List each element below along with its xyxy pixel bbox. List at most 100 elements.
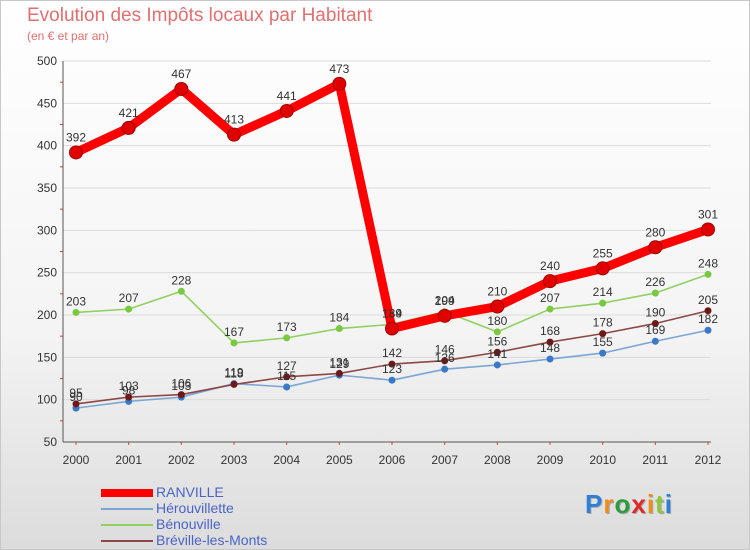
data-point [72,308,80,316]
data-point [651,337,659,345]
data-label: 95 [69,386,83,400]
data-point [177,391,185,399]
data-label: 184 [329,311,349,325]
logo-letter: o [614,489,632,519]
x-tick-label: 2001 [115,453,142,467]
data-point [72,400,80,408]
series-ranville [69,76,715,336]
y-tick-label: 50 [44,435,58,449]
data-label: 115 [277,369,296,383]
data-point [227,127,241,142]
data-label: 129 [329,357,349,371]
data-label: 214 [593,285,613,299]
x-tick-label: 2004 [273,453,300,467]
data-label: 467 [171,67,191,81]
legend-swatch [101,540,153,542]
data-point [388,360,396,368]
data-point [283,373,291,381]
data-point [121,120,136,135]
data-label: 205 [698,293,718,307]
x-tick-label: 2010 [589,453,616,467]
data-label: 136 [435,351,455,365]
logo-letter: i [646,489,656,519]
data-label: 156 [487,334,507,348]
logo-letter: r [603,489,615,519]
logo-letter: i [664,489,673,519]
y-tick-label: 450 [37,96,57,110]
data-point [493,328,501,336]
legend-swatch [101,489,153,497]
data-label: 131 [329,355,349,369]
data-point [599,349,607,357]
data-point [283,383,291,391]
data-point [388,376,396,384]
data-label: 146 [435,343,455,357]
data-label: 207 [540,291,560,305]
data-label: 189 [382,306,402,320]
y-tick-label: 100 [37,393,57,407]
data-label: 210 [487,285,507,299]
data-label: 148 [540,341,560,355]
data-point [125,305,133,313]
data-label: 168 [540,324,560,338]
x-tick-label: 2008 [484,453,511,467]
data-point [543,274,557,289]
data-label: 98 [122,383,136,397]
data-point [283,334,291,342]
data-label: 203 [66,294,86,308]
data-label: 421 [119,106,139,120]
data-point [599,299,607,307]
data-point [441,357,449,365]
data-label: 123 [382,362,402,376]
data-point [704,270,712,278]
x-tick-label: 2005 [326,453,353,467]
data-point [441,365,449,373]
data-label: 280 [645,225,665,239]
data-point [493,348,501,356]
series-line [71,79,713,334]
data-label: 169 [645,323,665,337]
data-point [125,393,133,401]
data-label: 155 [593,335,613,349]
data-label: 167 [224,325,244,339]
data-label: 178 [593,316,613,330]
data-label: 180 [487,314,507,328]
data-point [177,287,185,295]
logo-letter: P [585,489,604,519]
chart-title: Evolution des Impôts locaux par Habitant [27,5,373,26]
data-point [332,76,347,91]
x-tick-label: 2011 [642,453,668,467]
data-label: 173 [277,320,297,334]
data-point [651,289,659,297]
data-label: 226 [645,275,665,289]
data-point [651,319,659,327]
y-tick-label: 200 [37,308,57,322]
data-point [546,355,554,363]
x-tick-label: 2000 [63,453,90,467]
data-label: 301 [698,207,718,221]
logo-letter: x [631,489,647,519]
data-label: 204 [435,294,455,308]
data-label: 127 [277,359,297,373]
data-label: 184 [382,307,402,321]
data-point [704,326,712,334]
data-point [279,103,294,118]
data-point [69,145,83,160]
legend-label: RANVILLE [156,484,224,500]
y-tick-label: 400 [37,139,57,153]
data-label: 473 [329,62,349,76]
data-point [335,369,343,377]
data-label: 103 [171,379,191,393]
data-point [704,307,712,315]
y-tick-label: 150 [37,350,57,364]
y-tick-label: 350 [37,181,57,195]
data-label: 228 [171,273,191,287]
data-point [174,81,189,96]
data-label: 141 [487,347,507,361]
data-label: 240 [540,259,560,273]
x-tick-label: 2006 [379,453,406,467]
data-label: 118 [224,366,243,380]
data-point [230,380,238,388]
